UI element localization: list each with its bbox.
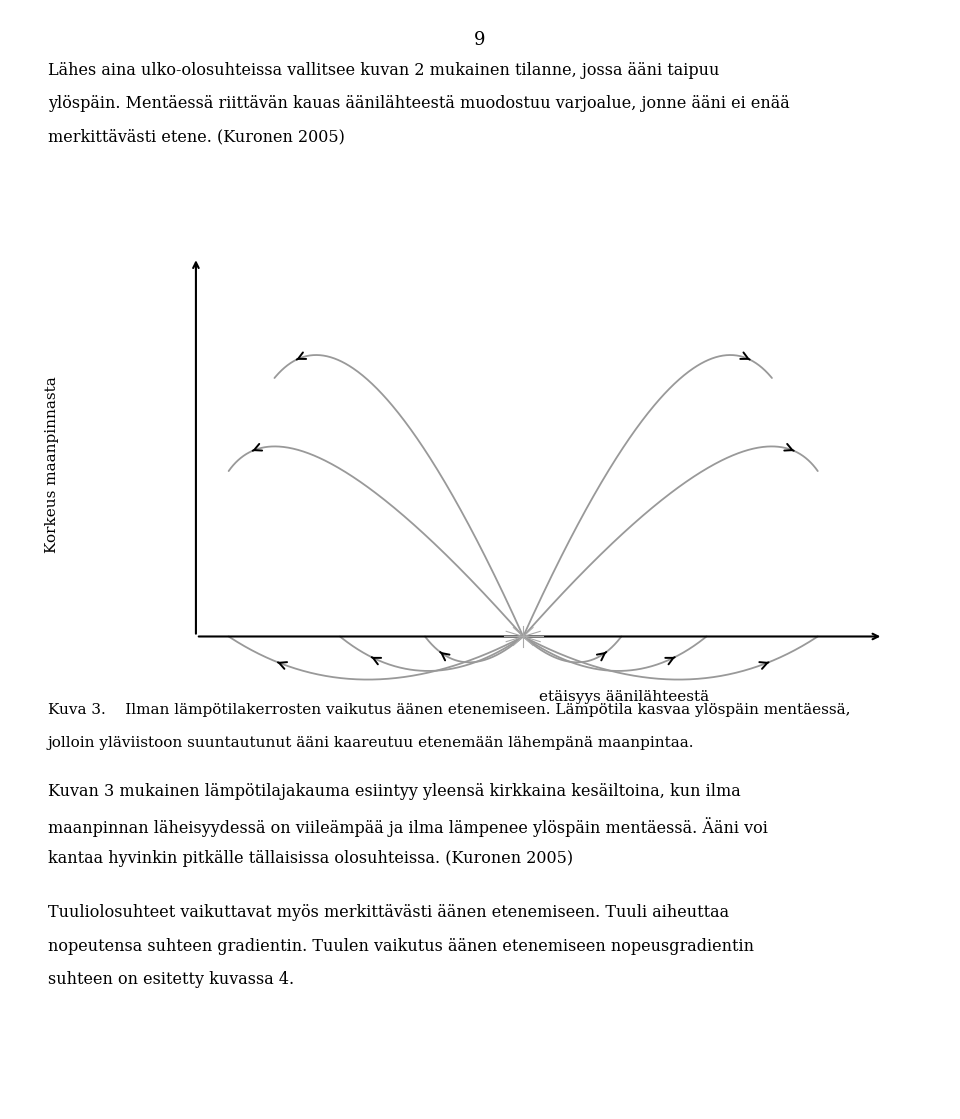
Text: nopeutensa suhteen gradientin. Tuulen vaikutus äänen etenemiseen nopeusgradienti: nopeutensa suhteen gradientin. Tuulen va… [48, 938, 754, 955]
Text: maanpinnan läheisyydessä on viileämpää ja ilma lämpenee ylöspäin mentäessä. Ääni: maanpinnan läheisyydessä on viileämpää j… [48, 817, 768, 837]
Text: etäisyys äänilähteestä: etäisyys äänilähteestä [539, 690, 709, 705]
Text: Kuva 3.    Ilman lämpötilakerrosten vaikutus äänen etenemiseen. Lämpötila kasvaa: Kuva 3. Ilman lämpötilakerrosten vaikutu… [48, 703, 851, 717]
Text: ylöspäin. Mentäessä riittävän kauas äänilähteestä muodostuu varjoalue, jonne ään: ylöspäin. Mentäessä riittävän kauas ääni… [48, 95, 790, 112]
Text: Kuvan 3 mukainen lämpötilajakauma esiintyy yleensä kirkkaina kesäiltoina, kun il: Kuvan 3 mukainen lämpötilajakauma esiint… [48, 783, 741, 800]
Text: 9: 9 [474, 31, 486, 49]
Text: jolloin yläviistoon suuntautunut ääni kaareutuu etenemään lähempänä maanpintaa.: jolloin yläviistoon suuntautunut ääni ka… [48, 736, 694, 751]
Text: merkittävästi etene. (Kuronen 2005): merkittävästi etene. (Kuronen 2005) [48, 129, 345, 145]
Text: Lähes aina ulko-olosuhteissa vallitsee kuvan 2 mukainen tilanne, jossa ääni taip: Lähes aina ulko-olosuhteissa vallitsee k… [48, 62, 719, 78]
Text: kantaa hyvinkin pitkälle tällaisissa olosuhteissa. (Kuronen 2005): kantaa hyvinkin pitkälle tällaisissa olo… [48, 850, 573, 867]
Text: suhteen on esitetty kuvassa 4.: suhteen on esitetty kuvassa 4. [48, 971, 294, 988]
Text: Tuuliolosuhteet vaikuttavat myös merkittävästi äänen etenemiseen. Tuuli aiheutta: Tuuliolosuhteet vaikuttavat myös merkitt… [48, 904, 730, 921]
Text: Korkeus maanpinnasta: Korkeus maanpinnasta [45, 376, 59, 553]
